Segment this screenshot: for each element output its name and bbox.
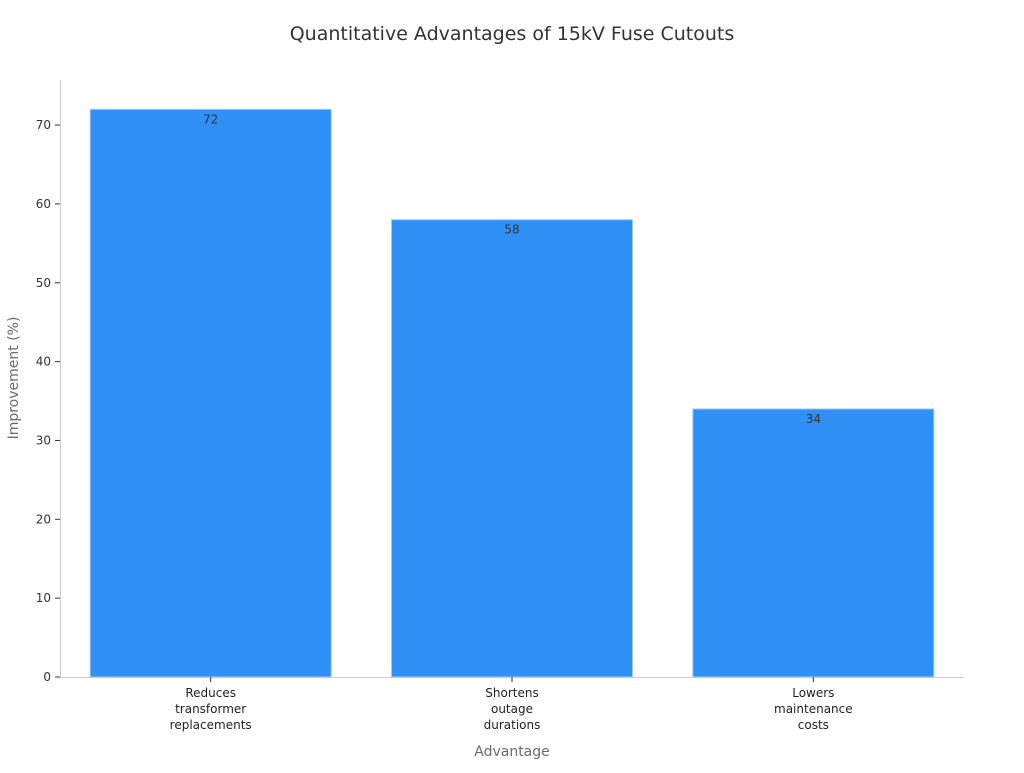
x-tick-label: costs	[798, 718, 829, 732]
y-ticks-layer: 0 10 20 30 40 50 60 70	[36, 118, 60, 684]
x-tick-label: Shortens	[485, 686, 538, 700]
y-tick-label: 70	[36, 118, 51, 132]
bar-value-label: 58	[504, 223, 519, 237]
bar-value-label: 72	[203, 112, 218, 126]
x-tick-label: outage	[491, 702, 533, 716]
x-tick-label: replacements	[170, 718, 252, 732]
y-tick-label: 20	[36, 512, 51, 526]
x-tick-label: durations	[484, 718, 541, 732]
x-tick-label: maintenance	[774, 702, 853, 716]
y-tick-label: 30	[36, 433, 51, 447]
bars-layer: 72 58 34	[89, 108, 935, 678]
y-tick-label: 10	[36, 591, 51, 605]
y-axis-title: Improvement (%)	[6, 317, 22, 440]
bar-1	[89, 108, 332, 678]
x-labels-layer: Reduces transformer replacements Shortens ou…	[170, 677, 853, 732]
y-tick-label: 40	[36, 355, 51, 369]
y-tick-label: 0	[43, 670, 51, 684]
chart-title: Quantitative Advantages of 15kV Fuse Cut…	[290, 23, 735, 45]
y-tick-label: 50	[36, 276, 51, 290]
y-tick-label: 60	[36, 197, 51, 211]
bar-2	[390, 219, 634, 678]
bar-value-label: 34	[806, 412, 821, 426]
bar-3	[692, 408, 935, 678]
x-tick-label: Reduces	[185, 686, 236, 700]
x-axis-title: Advantage	[474, 744, 550, 760]
x-tick-label: Lowers	[792, 686, 834, 700]
x-tick-label: transformer	[175, 702, 246, 716]
